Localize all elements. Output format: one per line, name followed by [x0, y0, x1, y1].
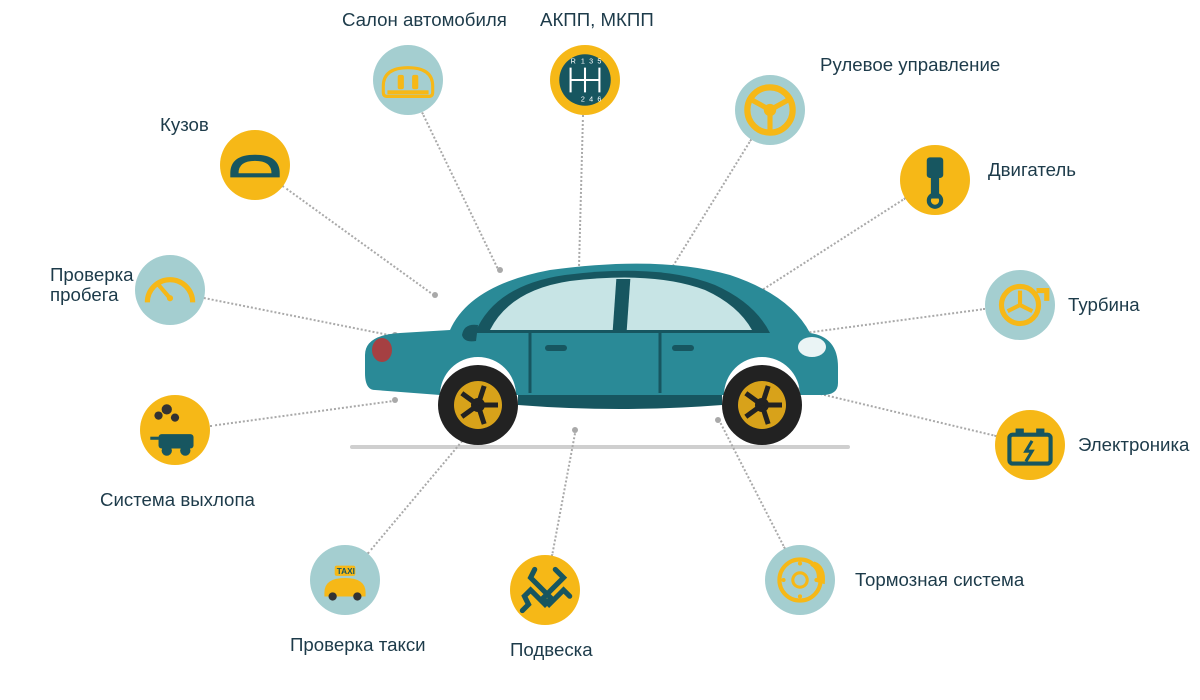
odometer-icon	[135, 255, 205, 325]
electro-label: Электроника	[1078, 435, 1189, 455]
steering-wheel-icon	[735, 75, 805, 145]
car-shell-icon	[220, 130, 290, 200]
brake-disc-icon	[765, 545, 835, 615]
piston-icon	[900, 145, 970, 215]
svg-text:2: 2	[581, 95, 585, 104]
taxi-label: Проверка такси	[290, 635, 426, 655]
exhaust-node	[140, 395, 210, 465]
taxi-icon: TAXI	[310, 545, 380, 615]
turbo-label: Турбина	[1068, 295, 1140, 315]
turbo-node	[985, 270, 1055, 340]
susp-node	[510, 555, 580, 625]
svg-text:3: 3	[589, 57, 593, 66]
svg-text:TAXI: TAXI	[337, 567, 355, 576]
car-seats-icon	[373, 45, 443, 115]
gearbox-label: АКПП, МКПП	[540, 10, 654, 30]
susp-label: Подвеска	[510, 640, 593, 660]
electro-node	[995, 410, 1065, 480]
body-node	[220, 130, 290, 200]
mileage-label: Проверка пробега	[50, 265, 134, 304]
engine-node	[900, 145, 970, 215]
battery-icon	[995, 410, 1065, 480]
taxi-node: TAXI	[310, 545, 380, 615]
svg-text:6: 6	[597, 95, 601, 104]
svg-text:4: 4	[589, 95, 593, 104]
exhaust-icon	[140, 395, 210, 465]
exhaust-label: Система выхлопа	[100, 490, 255, 510]
gearshift-icon: R135 246	[550, 45, 620, 115]
connector-line	[421, 112, 500, 271]
interior-node	[373, 45, 443, 115]
engine-label: Двигатель	[988, 160, 1076, 180]
interior-label: Салон автомобиля	[342, 10, 507, 30]
svg-text:5: 5	[597, 57, 601, 66]
body-label: Кузов	[160, 115, 209, 135]
connector-line	[578, 115, 584, 270]
brakes-label: Тормозная система	[855, 570, 1024, 590]
svg-text:1: 1	[581, 57, 585, 66]
gearbox-node: R135 246	[550, 45, 620, 115]
svg-text:R: R	[571, 57, 576, 66]
infographic-canvas: Салон автомобиля R135 246 АКПП, МКПП Кузов Ру…	[0, 0, 1200, 700]
mileage-node	[135, 255, 205, 325]
turbo-icon	[985, 270, 1055, 340]
brakes-node	[765, 545, 835, 615]
steering-node	[735, 75, 805, 145]
wrench-icon	[510, 555, 580, 625]
steering-label: Рулевое управление	[820, 55, 1000, 75]
